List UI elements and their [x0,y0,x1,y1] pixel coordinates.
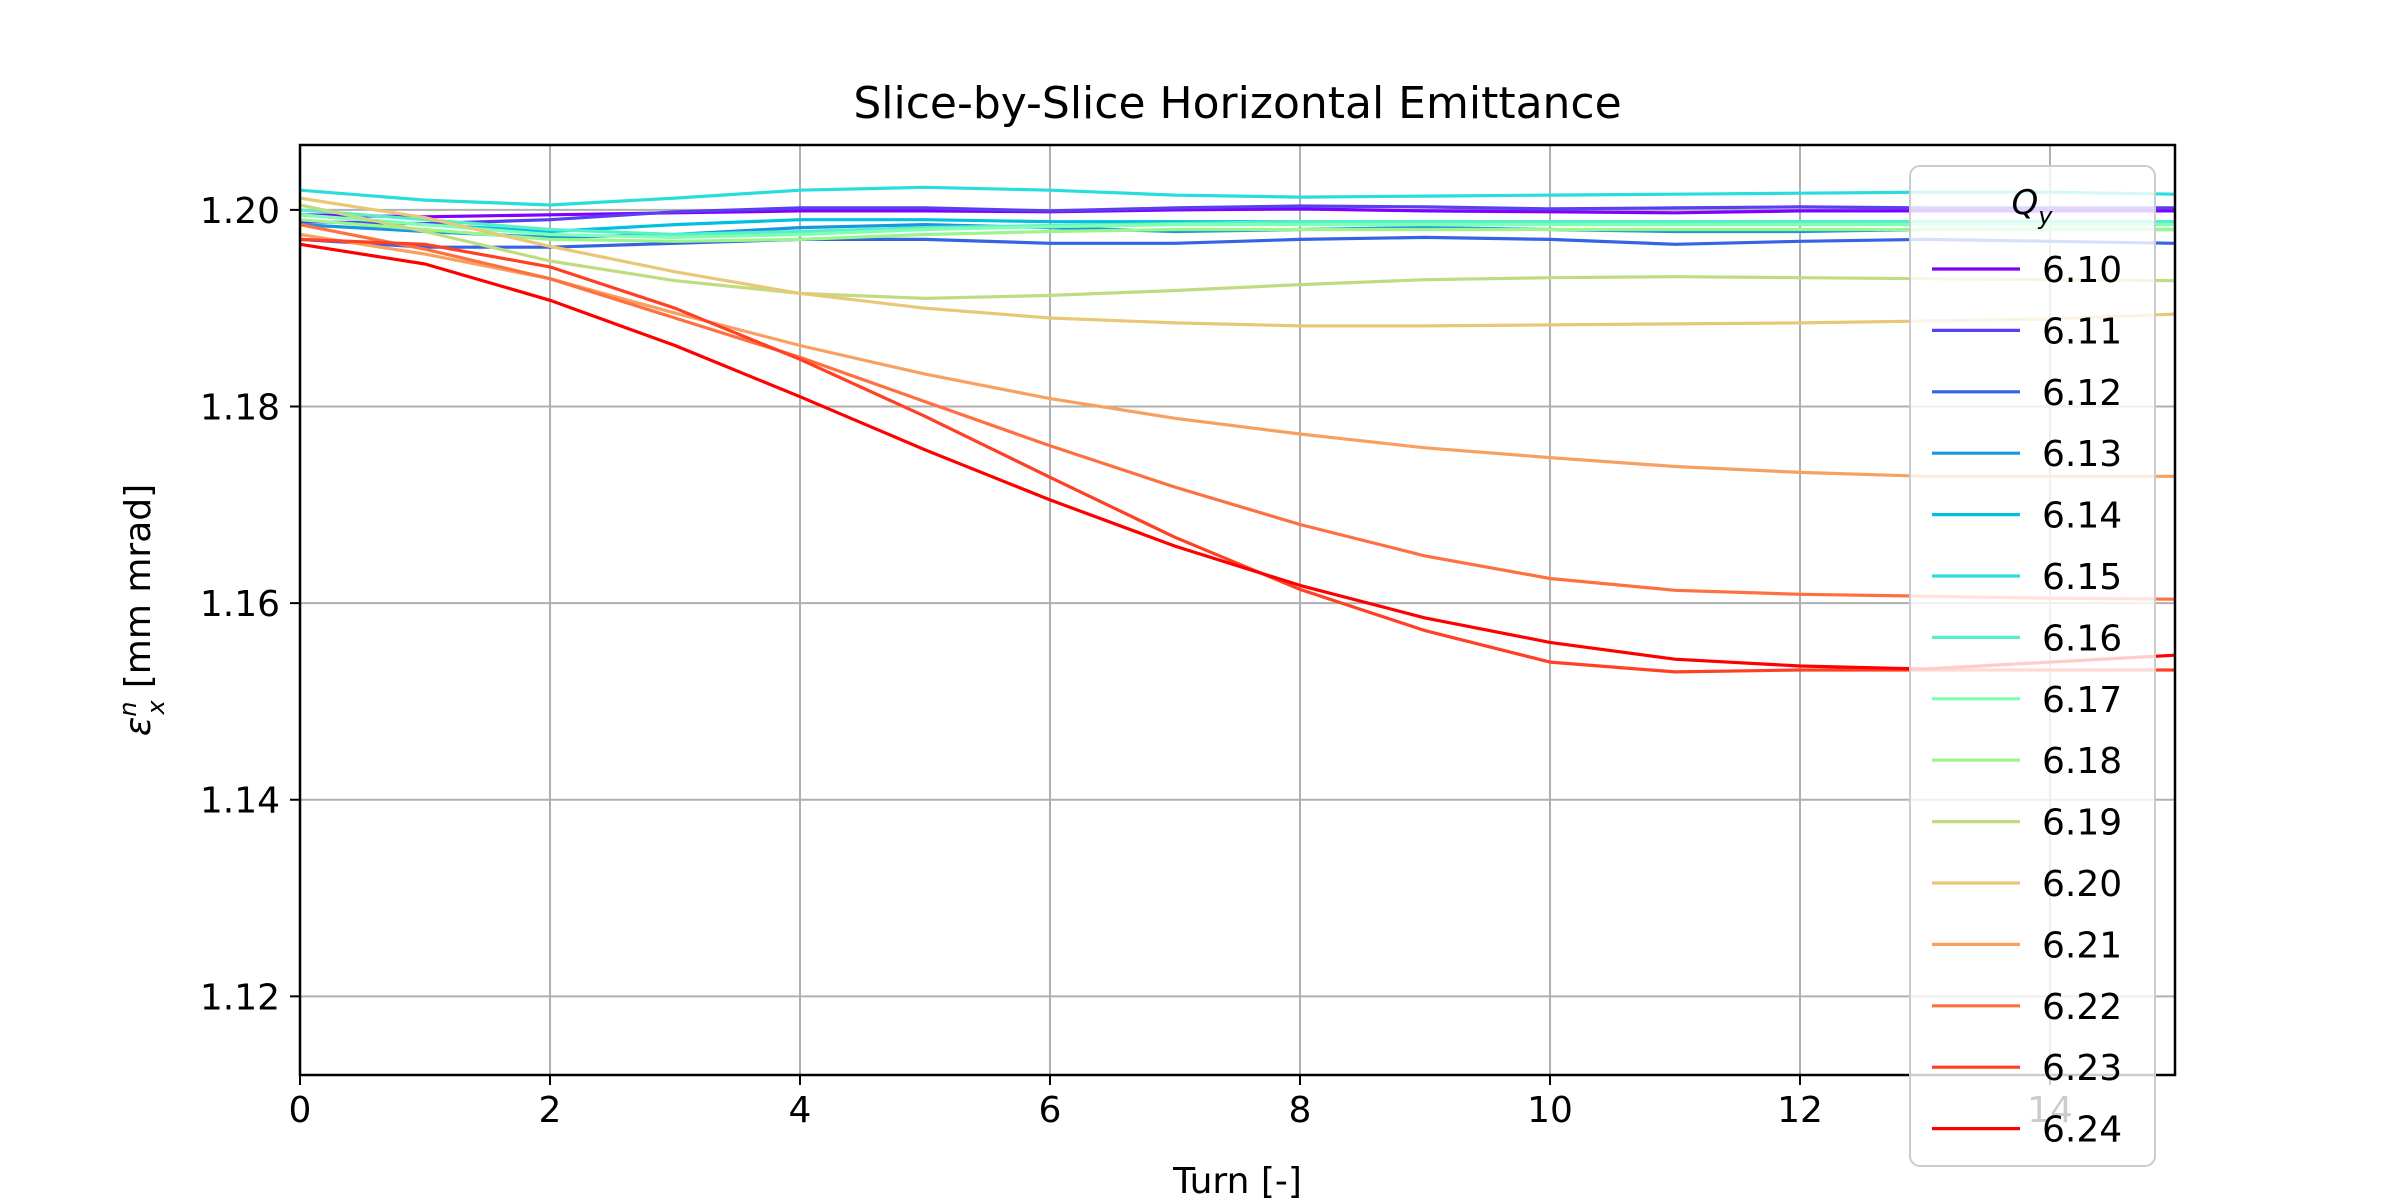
legend-title-sub: y [2037,202,2053,230]
series-line-6-16 [300,208,2175,237]
series-line-6-11 [300,204,2175,226]
y-axis-label-symbol: ε [118,717,159,736]
y-tick-label: 1.16 [200,584,280,625]
legend-label: 6.13 [2042,434,2122,475]
chart-title: Slice-by-Slice Horizontal Emittance [853,78,1621,129]
y-tick-label: 1.14 [200,781,280,822]
legend-label: 6.22 [2042,987,2122,1028]
legend-box [1909,165,2156,1167]
x-tick-label: 8 [1289,1090,1312,1131]
legend-label: 6.20 [2042,864,2122,905]
series-line-6-17 [300,213,2175,239]
series-line-6-22 [300,223,2175,601]
legend-title: Qy [2012,183,2054,230]
legend-label: 6.12 [2042,373,2122,414]
y-tick-label: 1.20 [200,191,280,232]
y-axis-ticks: 1.12 1.14 1.16 1.18 1.20 [200,191,300,1018]
x-axis-label: Turn [-] [1172,1161,1302,1200]
legend-label: 6.17 [2042,680,2122,721]
legend-title-main: Q [2012,183,2039,223]
plot-frame [298,143,2177,1077]
legend-label: 6.10 [2042,250,2122,291]
series-lines [300,185,2175,674]
x-tick-label: 0 [289,1090,312,1131]
legend-label: 6.23 [2042,1048,2122,1089]
legend: Qy 6.106.116.126.136.146.156.166.176.186… [1909,165,2156,1167]
x-tick-label: 10 [1527,1090,1573,1131]
y-axis-label-units: [mm mrad] [118,484,159,688]
series-line-6-18 [300,218,2175,243]
series-line-6-24 [300,242,2175,671]
series-line-6-23 [300,237,2175,674]
y-axis-label-superscript: n [114,701,142,716]
y-axis-label: εnx [mm mrad] [114,484,170,736]
legend-label: 6.15 [2042,557,2122,598]
x-tick-label: 2 [539,1090,562,1131]
y-axis-label-subscript: x [142,699,170,715]
y-tick-label: 1.12 [200,977,280,1018]
x-tick-label: 4 [789,1090,812,1131]
legend-label: 6.19 [2042,803,2122,844]
series-line-6-12 [300,235,2175,249]
series-line-6-19 [300,203,2175,300]
legend-label: 6.11 [2042,311,2122,352]
legend-label: 6.16 [2042,618,2122,659]
legend-label: 6.21 [2042,925,2122,966]
series-line-6-21 [300,232,2175,478]
legend-entries: 6.10 6.11 6.12 6.13 6.14 6.15 6.16 6.17 6.18 6.19… [1932,250,2122,1151]
series-line-6-10 [300,207,2175,219]
x-tick-label: 6 [1039,1090,1062,1131]
legend-label: 6.24 [2042,1110,2122,1151]
legend-label: 6.18 [2042,741,2122,782]
series-line-6-15 [300,185,2175,207]
y-tick-label: 1.18 [200,388,280,429]
x-tick-label: 12 [1777,1090,1823,1131]
legend-label: 6.14 [2042,496,2122,537]
series-line-6-20 [300,196,2175,328]
